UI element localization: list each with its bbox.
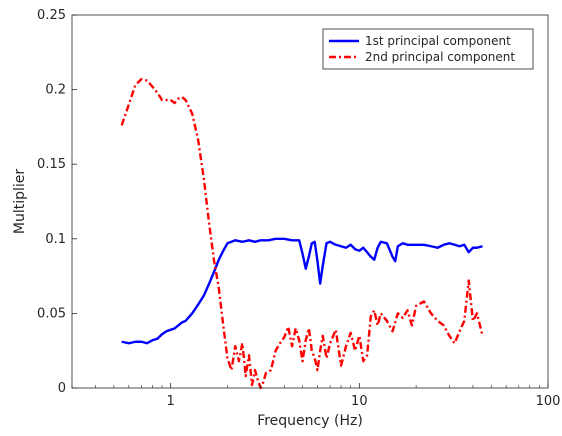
y-tick-label: 0.15	[37, 157, 66, 172]
x-tick-label: 1	[167, 394, 175, 409]
y-tick-label: 0.05	[37, 306, 66, 321]
y-tick-label: 0	[58, 381, 66, 396]
axes-frame	[71, 14, 549, 389]
y-tick-label: 0.25	[37, 8, 66, 23]
y-tick-label: 0.2	[45, 83, 66, 98]
series-line-2	[120, 77, 484, 390]
series-line-1	[121, 237, 483, 345]
axes-layer: 1 10 100 0 0.05 0.1 0.15 0.2 0.25	[37, 8, 560, 409]
legend-entry-2nd-principal-component: 2nd principal component	[365, 50, 515, 64]
series-layer	[120, 77, 484, 390]
x-tick-label: 100	[536, 394, 561, 409]
y-tick-label: 0.1	[45, 232, 66, 247]
legend-box	[322, 28, 534, 70]
y-axis-label: Multiplier	[12, 169, 28, 235]
legend-entry-1st-principal-component: 1st principal component	[365, 34, 511, 48]
x-tick-label: 10	[351, 394, 368, 409]
legend: 1st principal component 2nd principal co…	[322, 28, 534, 70]
x-axis-label: Frequency (Hz)	[257, 413, 363, 429]
